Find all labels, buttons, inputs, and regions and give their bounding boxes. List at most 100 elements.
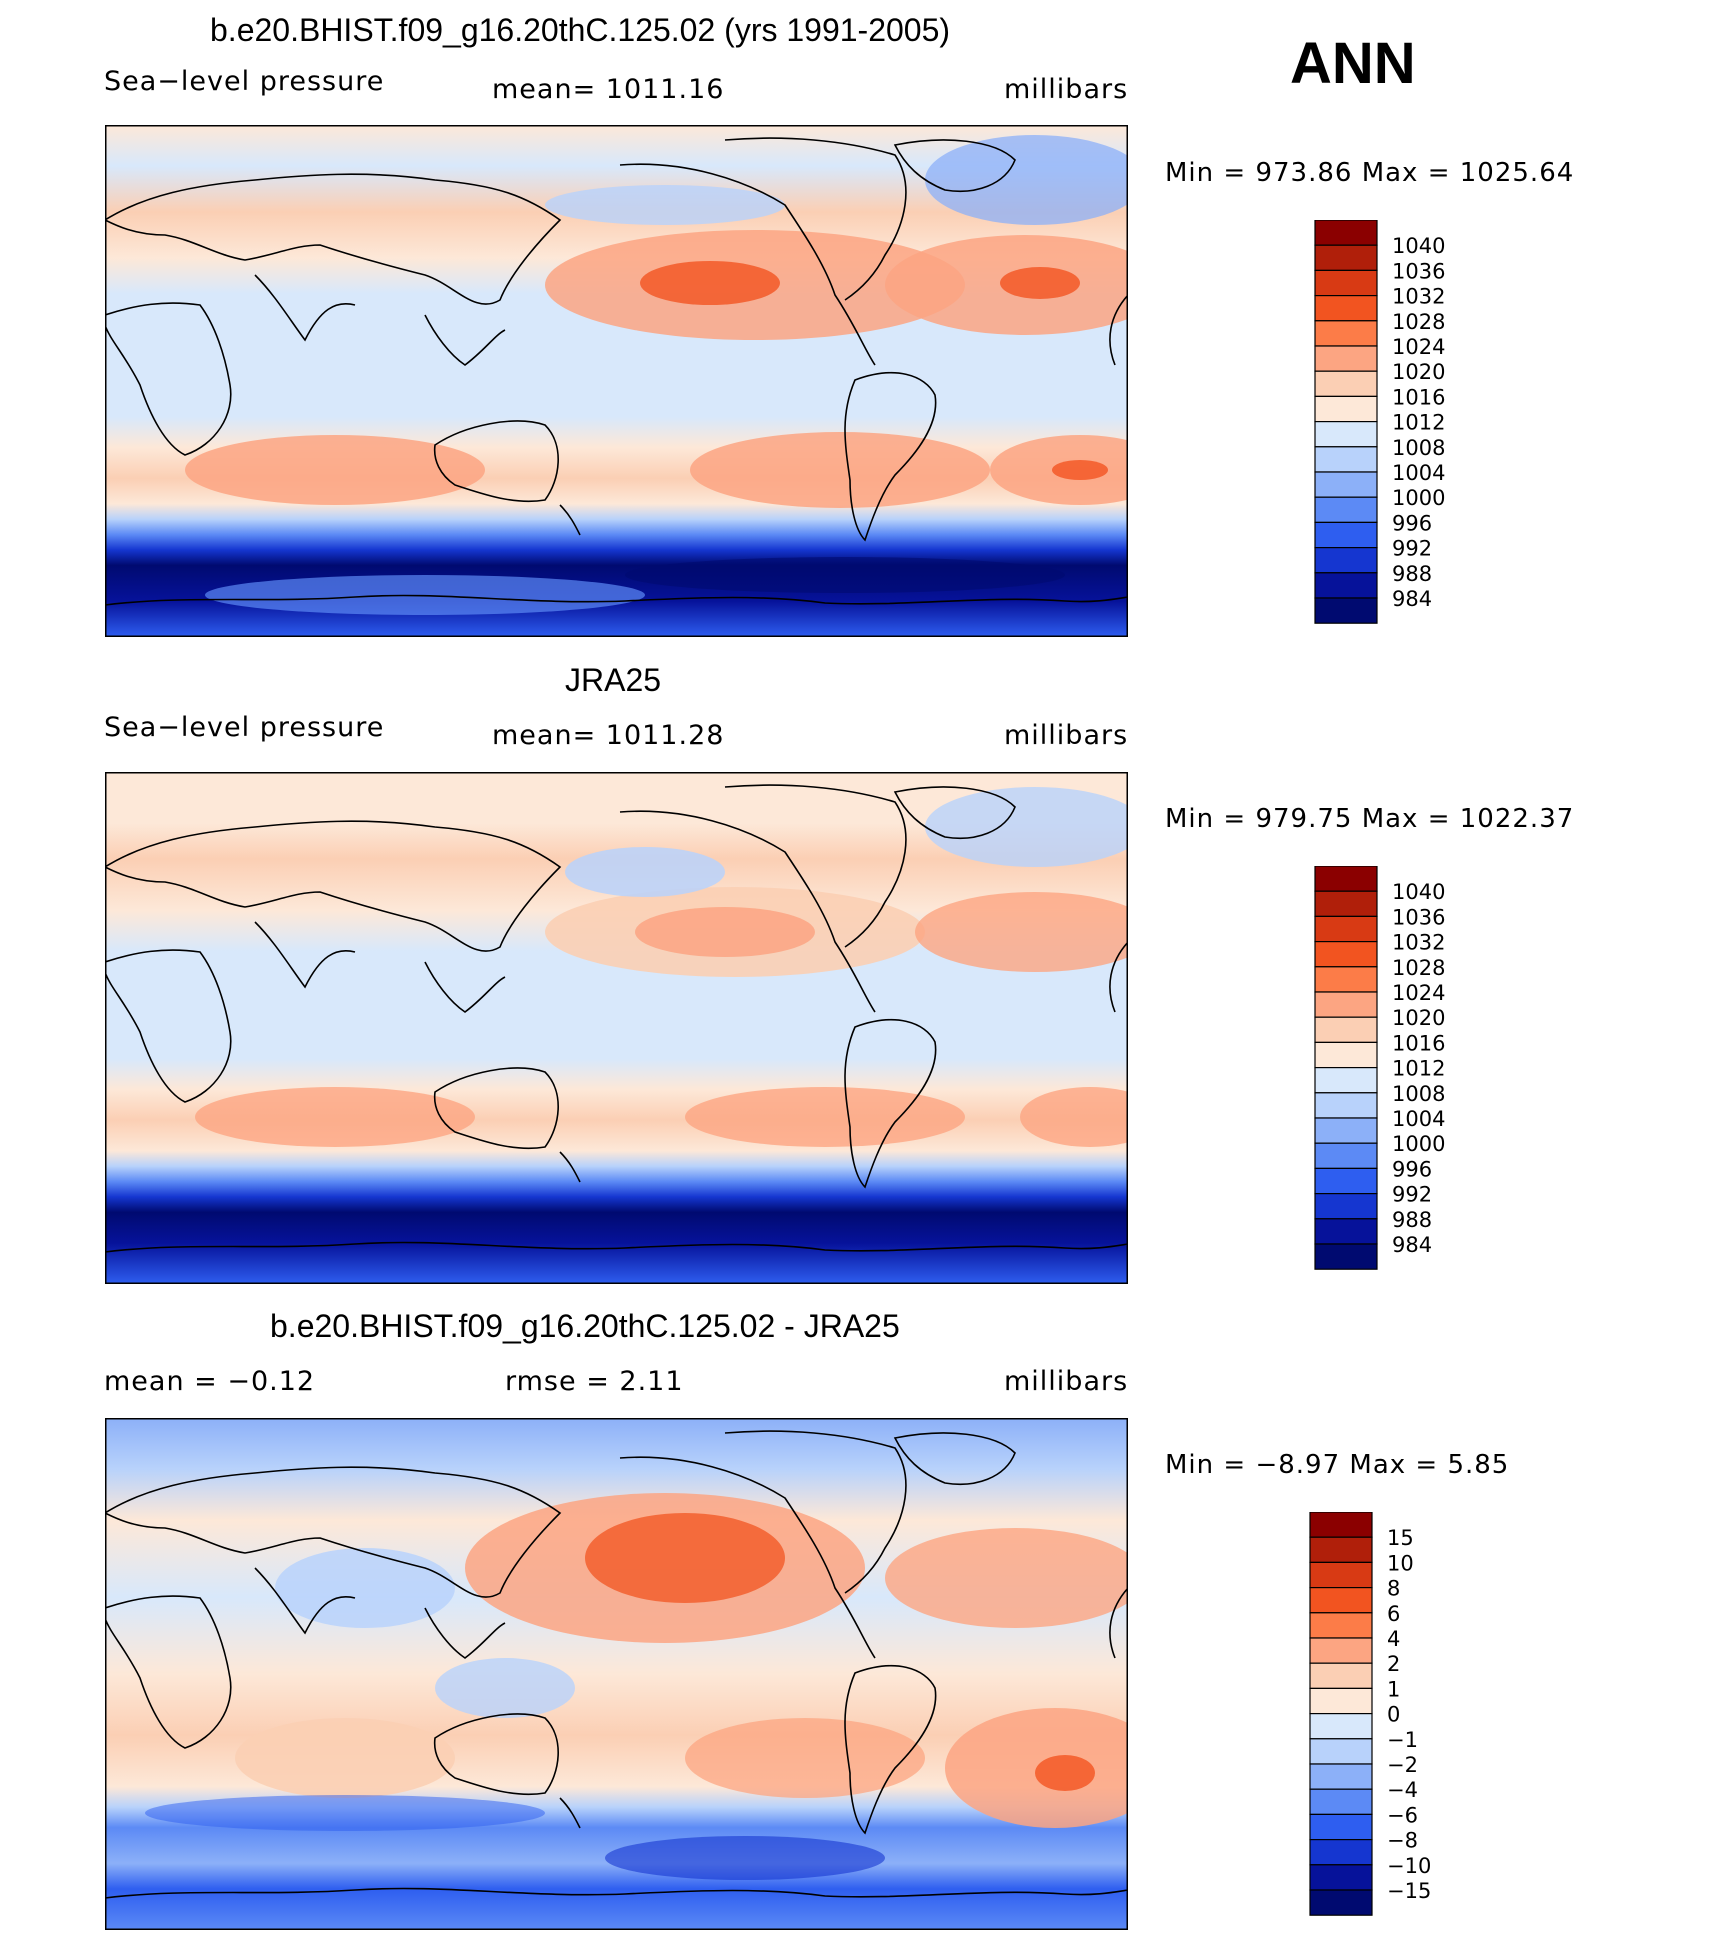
panel3-units: millibars	[1004, 1366, 1129, 1397]
panel1-colorbar-label: 988	[1392, 562, 1432, 586]
panel1-colorbar-box	[1314, 370, 1378, 397]
panel1-icelandic-low	[925, 135, 1128, 225]
panel3-colorbar-box	[1309, 1536, 1373, 1564]
panel2-colorbar-label: 1000	[1392, 1132, 1445, 1156]
panel2-high-npacific-core	[635, 907, 815, 957]
panel1-colorbar-box	[1314, 421, 1378, 448]
panel1-colorbar-label: 984	[1392, 587, 1432, 611]
season-label: ANN	[1290, 31, 1416, 96]
panel3-colorbar-label: −15	[1387, 1879, 1431, 1903]
panel2-colorbar-box	[1314, 1016, 1378, 1043]
panel2-icelandic-low	[925, 787, 1128, 867]
panel3-southern-negative-2	[145, 1795, 545, 1831]
panel3-colorbar-label: 1	[1387, 1677, 1400, 1701]
panel2-colorbar-label: 1028	[1392, 956, 1445, 980]
panel2-colorbar-label: 1024	[1392, 981, 1445, 1005]
panel3-colorbar-label: −6	[1387, 1803, 1418, 1827]
panel2-colorbar-label: 984	[1392, 1233, 1432, 1257]
panel3-maritime-negative	[435, 1658, 575, 1718]
panel3-asia-negative	[275, 1548, 455, 1628]
panel1-colorbar: 1040103610321028102410201016101210081004…	[1314, 220, 1445, 624]
panel3-npacific-positive-core	[585, 1513, 785, 1603]
panel3-title: b.e20.BHIST.f09_g16.20thC.125.02 - JRA25	[270, 1308, 900, 1344]
panel2-colorbar-label: 1004	[1392, 1107, 1445, 1131]
panel2-colorbar-box	[1314, 890, 1378, 918]
panel2-colorbar-box	[1314, 1041, 1378, 1069]
panel2-colorbar-box	[1314, 1193, 1378, 1220]
panel1-colorbar-box	[1314, 572, 1378, 599]
panel3-colorbar-box	[1309, 1889, 1373, 1916]
panel1-colorbar-box	[1314, 597, 1378, 624]
panel1-coastlines	[105, 137, 1128, 606]
panel3-colorbar-box	[1309, 1512, 1373, 1538]
panel2-coastlines	[105, 784, 1128, 1253]
panel2-colorbar-box	[1314, 966, 1378, 993]
panel3-colorbar-box	[1309, 1788, 1373, 1816]
panel2-colorbar-label: 1016	[1392, 1031, 1445, 1055]
panel3-colorbar-box	[1309, 1561, 1373, 1589]
panel2-colorbar-box	[1314, 1243, 1378, 1270]
panel2-high-satlantic	[1020, 1087, 1128, 1147]
panel1-ring-low-core	[625, 557, 1065, 593]
panel1-colorbar-box	[1314, 521, 1378, 549]
panel1-units: millibars	[1004, 74, 1129, 105]
panel1-map	[105, 125, 1128, 637]
panel2-high-sindian	[195, 1087, 475, 1147]
panel3-colorbar-label: 8	[1387, 1577, 1400, 1601]
panel2-units: millibars	[1004, 720, 1129, 751]
panel2-colorbar-label: 1036	[1392, 905, 1445, 929]
panel1-colorbar-box	[1314, 395, 1378, 423]
panel3-colorbar-box	[1309, 1687, 1373, 1715]
panel1-colorbar-box	[1314, 547, 1378, 574]
panel1-colorbar-label: 1020	[1392, 360, 1445, 384]
panel2-colorbar-box	[1314, 1067, 1378, 1094]
panel1-frame	[105, 125, 1128, 637]
panel1-high-sindian	[185, 435, 485, 505]
panel3-colorbar-box	[1309, 1612, 1373, 1639]
panel3-colorbar-box	[1309, 1763, 1373, 1790]
panel1-colorbar-label: 1036	[1392, 259, 1445, 283]
panel3-sindian-positive	[235, 1718, 455, 1798]
panel2-colorbar-label: 988	[1392, 1208, 1432, 1232]
panel3-colorbar-label: −8	[1387, 1829, 1418, 1853]
panel1-colorbar-label: 1008	[1392, 436, 1445, 460]
panel1-colorbar-label: 1032	[1392, 285, 1445, 309]
panel1-colorbar-label: 1004	[1392, 461, 1445, 485]
panel2-colorbar-box	[1314, 1167, 1378, 1195]
panel2-colorbar-box	[1314, 915, 1378, 943]
panel3-southern-negative	[605, 1836, 885, 1880]
panel3-colorbar-box	[1309, 1713, 1373, 1740]
panel2-colorbar-label: 1008	[1392, 1082, 1445, 1106]
panel1-colorbar-label: 996	[1392, 511, 1432, 535]
panel1-colorbar-box	[1314, 294, 1378, 322]
panel1-colorbar-label: 1040	[1392, 234, 1445, 258]
panel3-map	[105, 1418, 1128, 1930]
panel2-map	[105, 772, 1128, 1284]
panel1-colorbar-box	[1314, 345, 1378, 372]
panel2-colorbar-label: 996	[1392, 1157, 1432, 1181]
panel3-colorbar-box	[1309, 1813, 1373, 1841]
panel1-minmax: Min = 973.86 Max = 1025.64	[1165, 158, 1575, 188]
panel1-colorbar-box	[1314, 269, 1378, 297]
panel1-colorbar-label: 1024	[1392, 335, 1445, 359]
panel3-colorbar-label: −1	[1387, 1728, 1418, 1752]
panel2-aleutian-low	[565, 847, 725, 897]
panel1-colorbar-box	[1314, 446, 1378, 473]
panel1-aleutian-low	[545, 185, 785, 225]
panel1-colorbar-label: 1016	[1392, 385, 1445, 409]
panel3-colorbar-box	[1309, 1662, 1373, 1689]
panel2-mean: mean= 1011.28	[492, 720, 725, 751]
panel1-colorbar-box	[1314, 220, 1378, 246]
panel1-colorbar-label: 992	[1392, 537, 1432, 561]
panel2-title: JRA25	[565, 662, 662, 698]
panel3-mean: mean = −0.12	[104, 1366, 316, 1397]
panel2-colorbar-box	[1314, 1218, 1378, 1245]
panel3-rmse: rmse = 2.11	[505, 1366, 684, 1397]
panel3-natlantic-positive	[885, 1528, 1128, 1628]
panel1-high-satlantic-core	[1052, 460, 1108, 480]
panel2-colorbar-label: 1040	[1392, 880, 1445, 904]
panel1-colorbar-label: 1012	[1392, 411, 1445, 435]
panel2-colorbar-box	[1314, 866, 1378, 892]
panel3-colorbar-box	[1309, 1586, 1373, 1614]
panel3-spacific-positive	[685, 1718, 925, 1798]
